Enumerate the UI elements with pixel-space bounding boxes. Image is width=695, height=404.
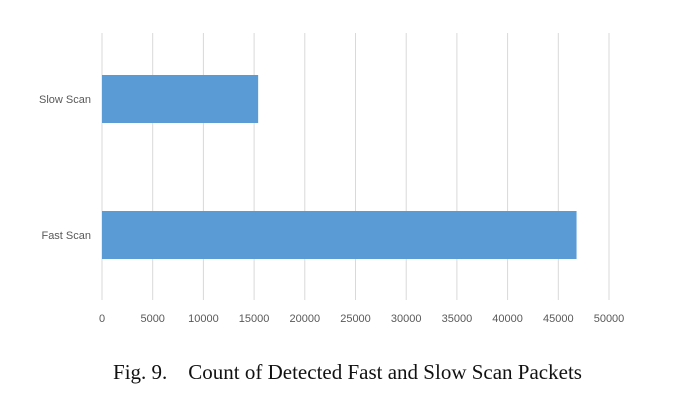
gridlines	[101, 33, 610, 300]
x-tick-label: 20000	[290, 313, 321, 325]
x-tick-label: 35000	[442, 313, 473, 325]
x-tick-label: 10000	[188, 313, 219, 325]
x-axis-tick-labels: 0 5000 10000 15000 20000 25000 30000 35000 40000…	[99, 313, 624, 325]
x-tick-label: 50000	[594, 313, 625, 325]
x-tick-label: 0	[99, 313, 105, 325]
x-tick-label: 15000	[239, 313, 270, 325]
x-tick-label: 45000	[543, 313, 574, 325]
category-label: Slow Scan	[39, 94, 91, 106]
bar-slow-scan	[102, 75, 259, 123]
category-label: Fast Scan	[41, 230, 91, 242]
x-tick-label: 25000	[340, 313, 371, 325]
category-labels: Slow Scan Fast Scan	[39, 94, 91, 242]
x-tick-label: 5000	[140, 313, 164, 325]
bar-fast-scan	[102, 211, 577, 259]
x-tick-label: 30000	[391, 313, 422, 325]
bars	[102, 75, 577, 259]
figure-caption: Fig. 9. Count of Detected Fast and Slow …	[113, 360, 582, 384]
x-tick-label: 40000	[492, 313, 523, 325]
